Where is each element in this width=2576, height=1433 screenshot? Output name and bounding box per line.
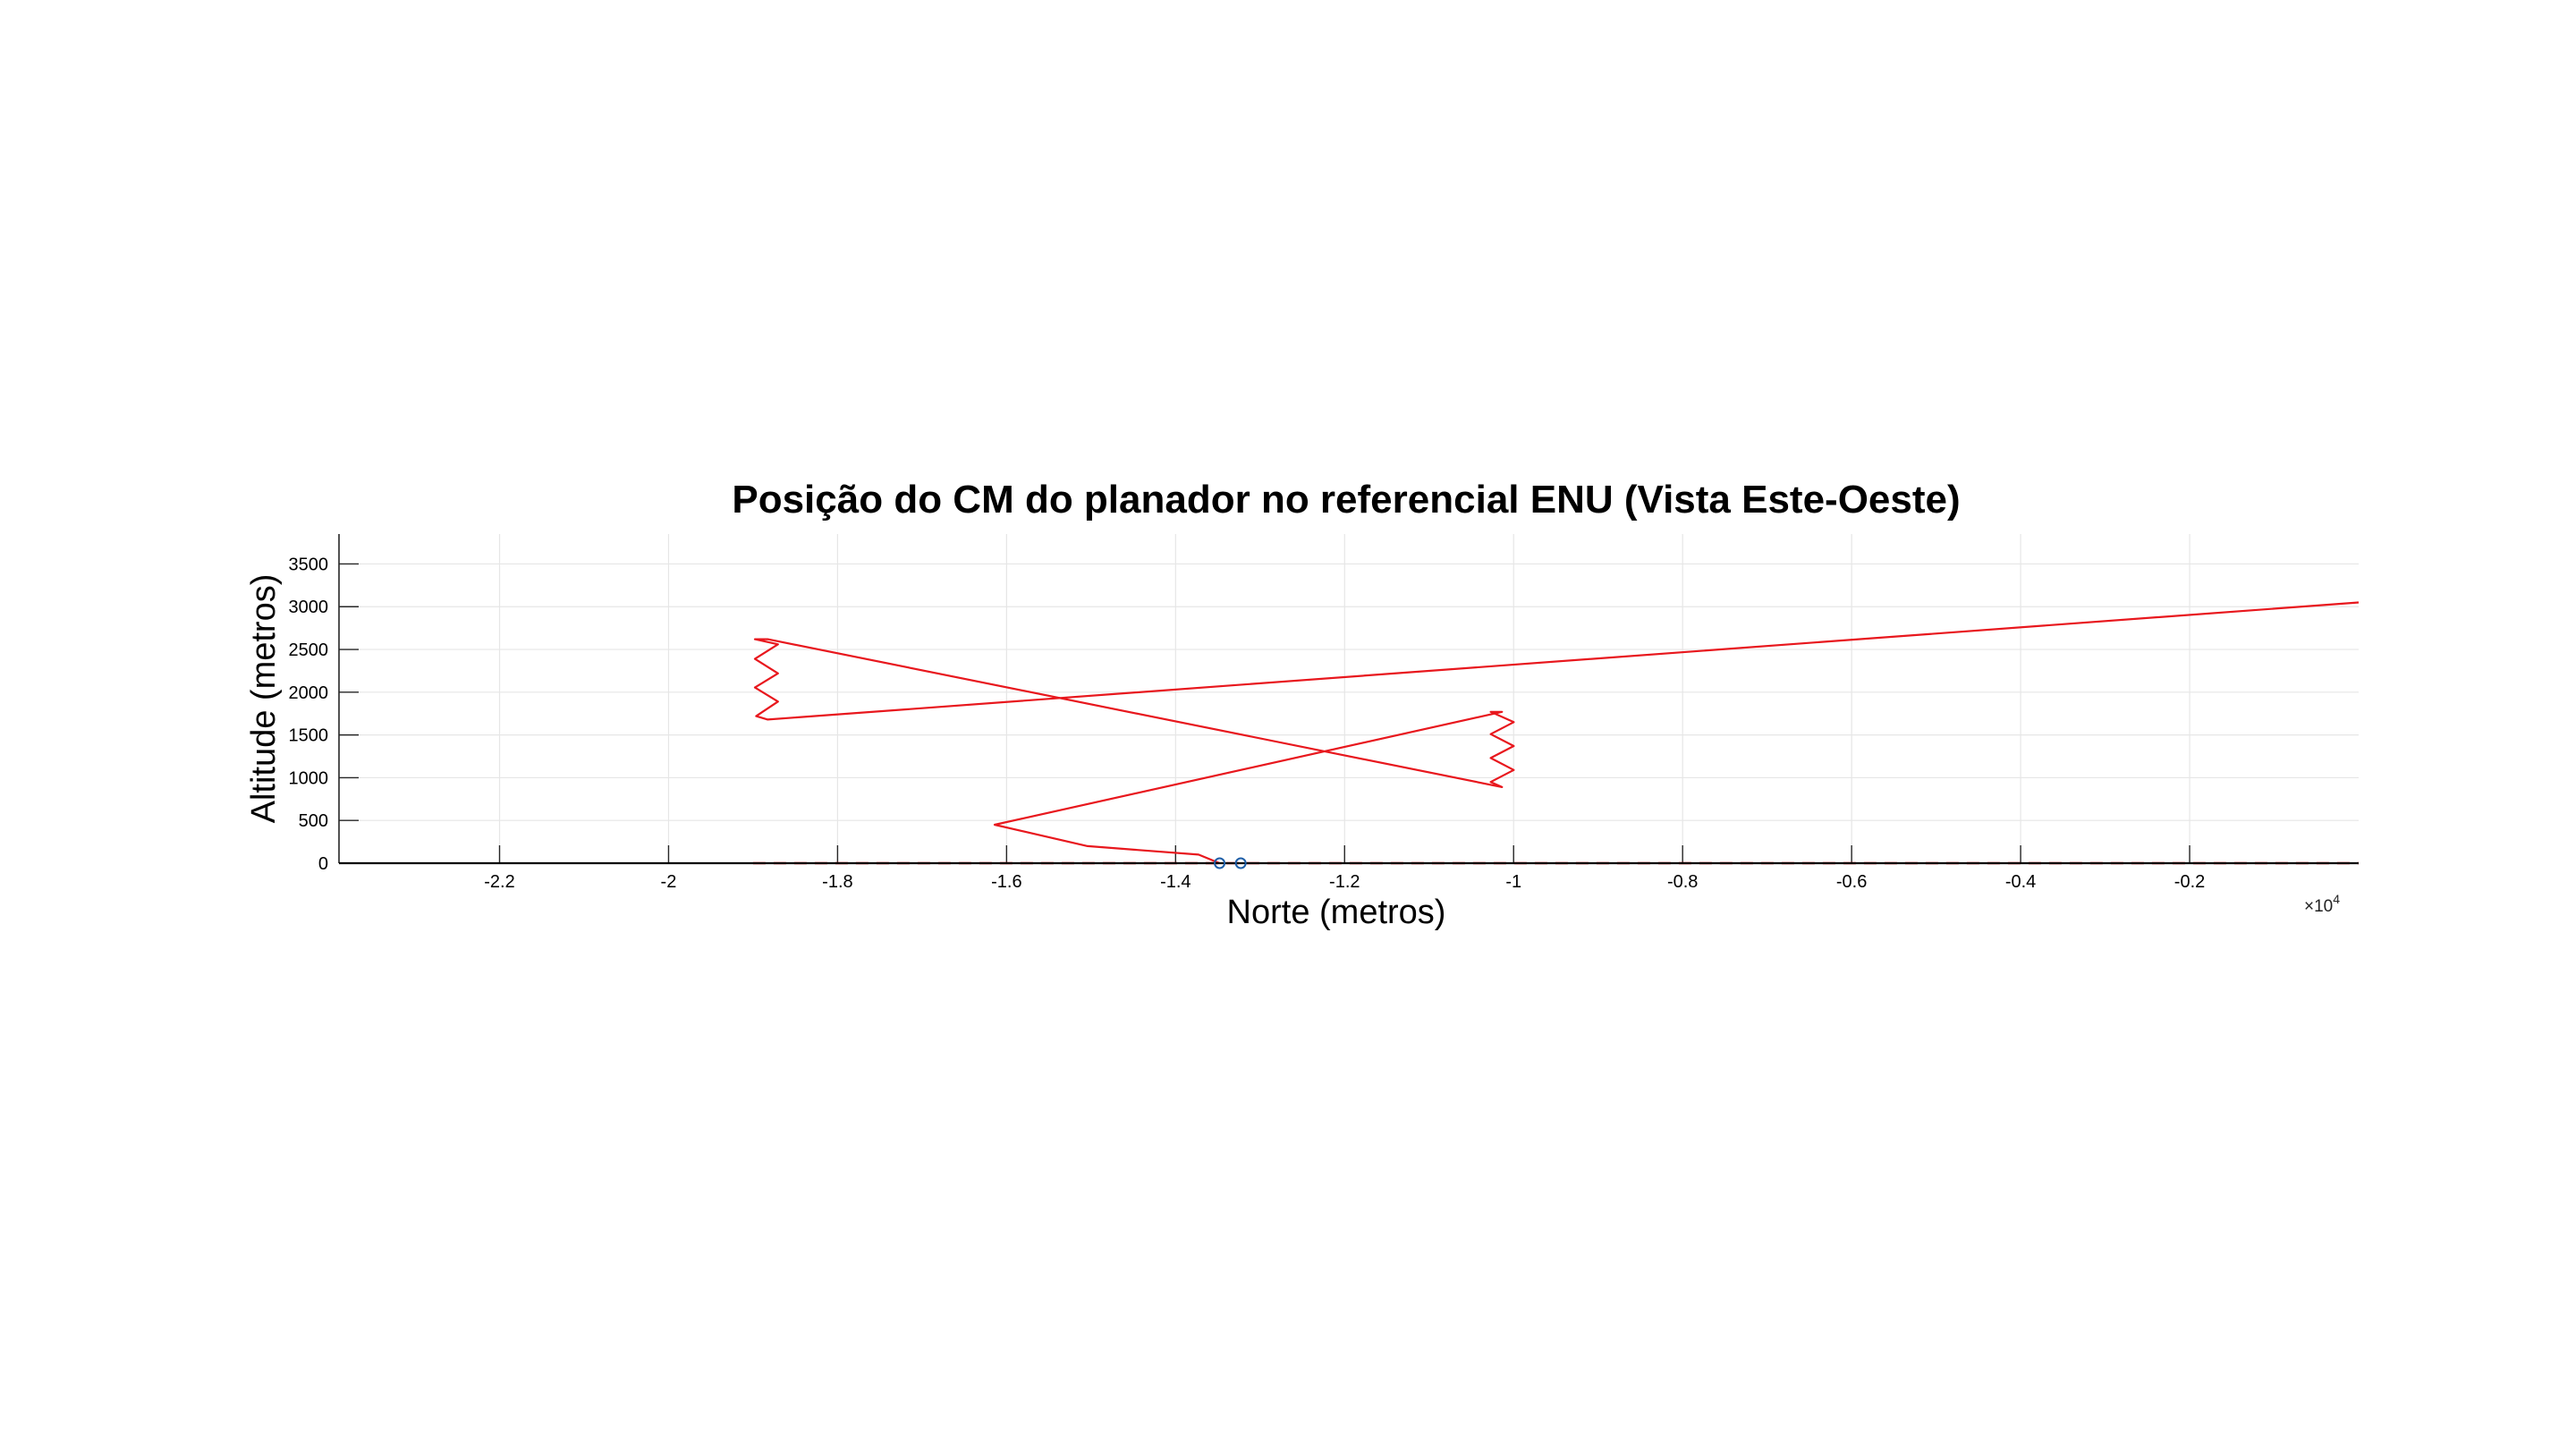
x-axis-exponent: ×104	[2304, 892, 2340, 916]
x-axis-exponent-base: ×10	[2304, 897, 2333, 916]
x-tick-label: -2	[661, 872, 677, 892]
marker-point-2	[1234, 857, 1247, 869]
x-tick-label: -0.6	[1836, 872, 1867, 892]
series-line-1	[753, 601, 2360, 865]
x-tick-label: -0.8	[1667, 872, 1698, 892]
x-tick-label: -2.2	[484, 872, 514, 892]
y-tick-label: 3000	[289, 598, 329, 617]
x-tick-label: -0.4	[2005, 872, 2036, 892]
x-tick-label: -1.2	[1329, 872, 1360, 892]
x-tick-label: -1.6	[991, 872, 1021, 892]
y-tick-label: 3500	[289, 555, 329, 574]
y-axis-label: Altitude (metros)	[245, 574, 283, 824]
x-tick-label: -1.8	[822, 872, 852, 892]
x-axis-label: Norte (metros)	[1227, 894, 1446, 931]
plot-area: -2.2 -2 -1.8 -1.6 -1.4 -1.2 -1 -0.8 -0.6 -0.4 -0.2…	[289, 534, 2360, 892]
y-tick-label: 500	[299, 811, 328, 831]
x-tick-label: -1.4	[1160, 872, 1191, 892]
y-tick-label: 0	[318, 854, 328, 874]
y-tick-label: 1000	[289, 768, 329, 788]
y-tick-label: 2500	[289, 640, 329, 660]
chart-title: Posição do CM do planador no referencial…	[732, 478, 1960, 521]
y-tick-label: 2000	[289, 683, 329, 703]
x-tick-label: -0.2	[2174, 872, 2205, 892]
marker-point-1	[1214, 857, 1226, 869]
y-tick-label: 1500	[289, 726, 329, 746]
x-tick-label: -1	[1505, 872, 1521, 892]
x-axis-exponent-power: 4	[2333, 892, 2340, 906]
